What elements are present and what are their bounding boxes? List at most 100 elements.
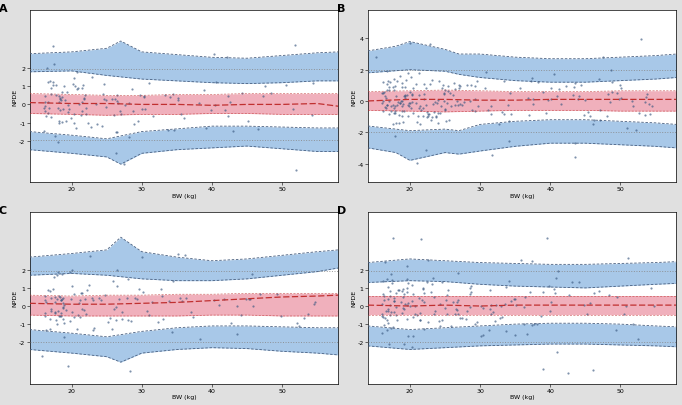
Point [40, 109, 50, 115]
Point [223, 113, 234, 120]
Point [107, 96, 118, 103]
Point [44, 79, 55, 85]
Point [505, 111, 516, 117]
Point [72, 87, 83, 93]
Point [497, 314, 508, 320]
Point [78, 307, 89, 313]
Point [569, 84, 580, 91]
Point [139, 94, 150, 100]
Point [616, 96, 627, 102]
Point [55, 107, 65, 114]
Point [132, 118, 143, 125]
Point [501, 284, 512, 290]
Point [65, 296, 76, 303]
Point [88, 297, 99, 303]
Point [109, 97, 120, 103]
Point [385, 109, 396, 115]
Point [401, 276, 412, 283]
Point [470, 97, 481, 103]
Point [424, 111, 434, 118]
Point [113, 101, 123, 107]
X-axis label: BW (kg): BW (kg) [172, 394, 196, 399]
Point [76, 113, 87, 119]
Point [641, 95, 652, 101]
Point [506, 298, 517, 305]
Point [452, 270, 463, 276]
Point [432, 98, 443, 104]
Point [419, 81, 430, 88]
Point [587, 367, 598, 373]
Point [431, 113, 442, 119]
Point [69, 314, 80, 320]
Point [404, 100, 415, 107]
Point [523, 112, 534, 119]
Point [484, 287, 495, 294]
Point [529, 321, 539, 327]
Point [439, 91, 449, 97]
Point [589, 117, 599, 124]
Point [158, 316, 169, 323]
Point [398, 294, 409, 301]
Point [552, 268, 563, 274]
Point [80, 296, 91, 303]
Point [59, 320, 70, 326]
Point [455, 102, 466, 109]
Point [407, 314, 418, 320]
Point [50, 134, 61, 140]
Point [77, 83, 88, 90]
Point [50, 92, 61, 98]
Point [288, 107, 299, 113]
Point [123, 317, 134, 324]
Point [57, 271, 68, 277]
Point [621, 126, 632, 132]
Point [50, 294, 61, 300]
Point [398, 119, 409, 126]
Point [485, 104, 496, 110]
Point [119, 162, 130, 168]
Point [48, 82, 59, 89]
Point [68, 120, 79, 127]
Point [475, 303, 486, 310]
Point [504, 118, 515, 125]
Point [376, 90, 387, 97]
Point [39, 297, 50, 303]
Point [432, 120, 443, 127]
Point [378, 109, 389, 115]
Point [484, 307, 495, 313]
Point [612, 294, 623, 301]
Point [437, 317, 448, 323]
Point [391, 290, 402, 296]
Point [439, 92, 449, 98]
Point [408, 333, 419, 339]
Point [50, 317, 61, 323]
Point [402, 264, 413, 270]
Point [276, 313, 286, 320]
Text: D: D [337, 205, 346, 215]
Point [56, 296, 67, 303]
Point [441, 119, 451, 125]
Point [454, 85, 464, 92]
Point [67, 309, 78, 315]
Point [473, 104, 484, 111]
Point [281, 83, 292, 89]
Point [379, 104, 390, 111]
Point [494, 315, 505, 322]
Point [378, 79, 389, 86]
Point [428, 311, 439, 318]
Point [42, 66, 53, 72]
Point [53, 139, 64, 146]
Point [100, 292, 110, 298]
Point [464, 304, 475, 310]
Point [583, 109, 594, 115]
Point [604, 292, 614, 298]
Point [391, 102, 402, 109]
Point [51, 321, 62, 328]
Point [387, 280, 398, 286]
Point [461, 83, 472, 89]
Point [432, 100, 443, 107]
Point [421, 102, 432, 109]
Point [49, 309, 60, 315]
Text: C: C [0, 205, 7, 215]
Point [386, 325, 397, 332]
Point [423, 257, 434, 264]
